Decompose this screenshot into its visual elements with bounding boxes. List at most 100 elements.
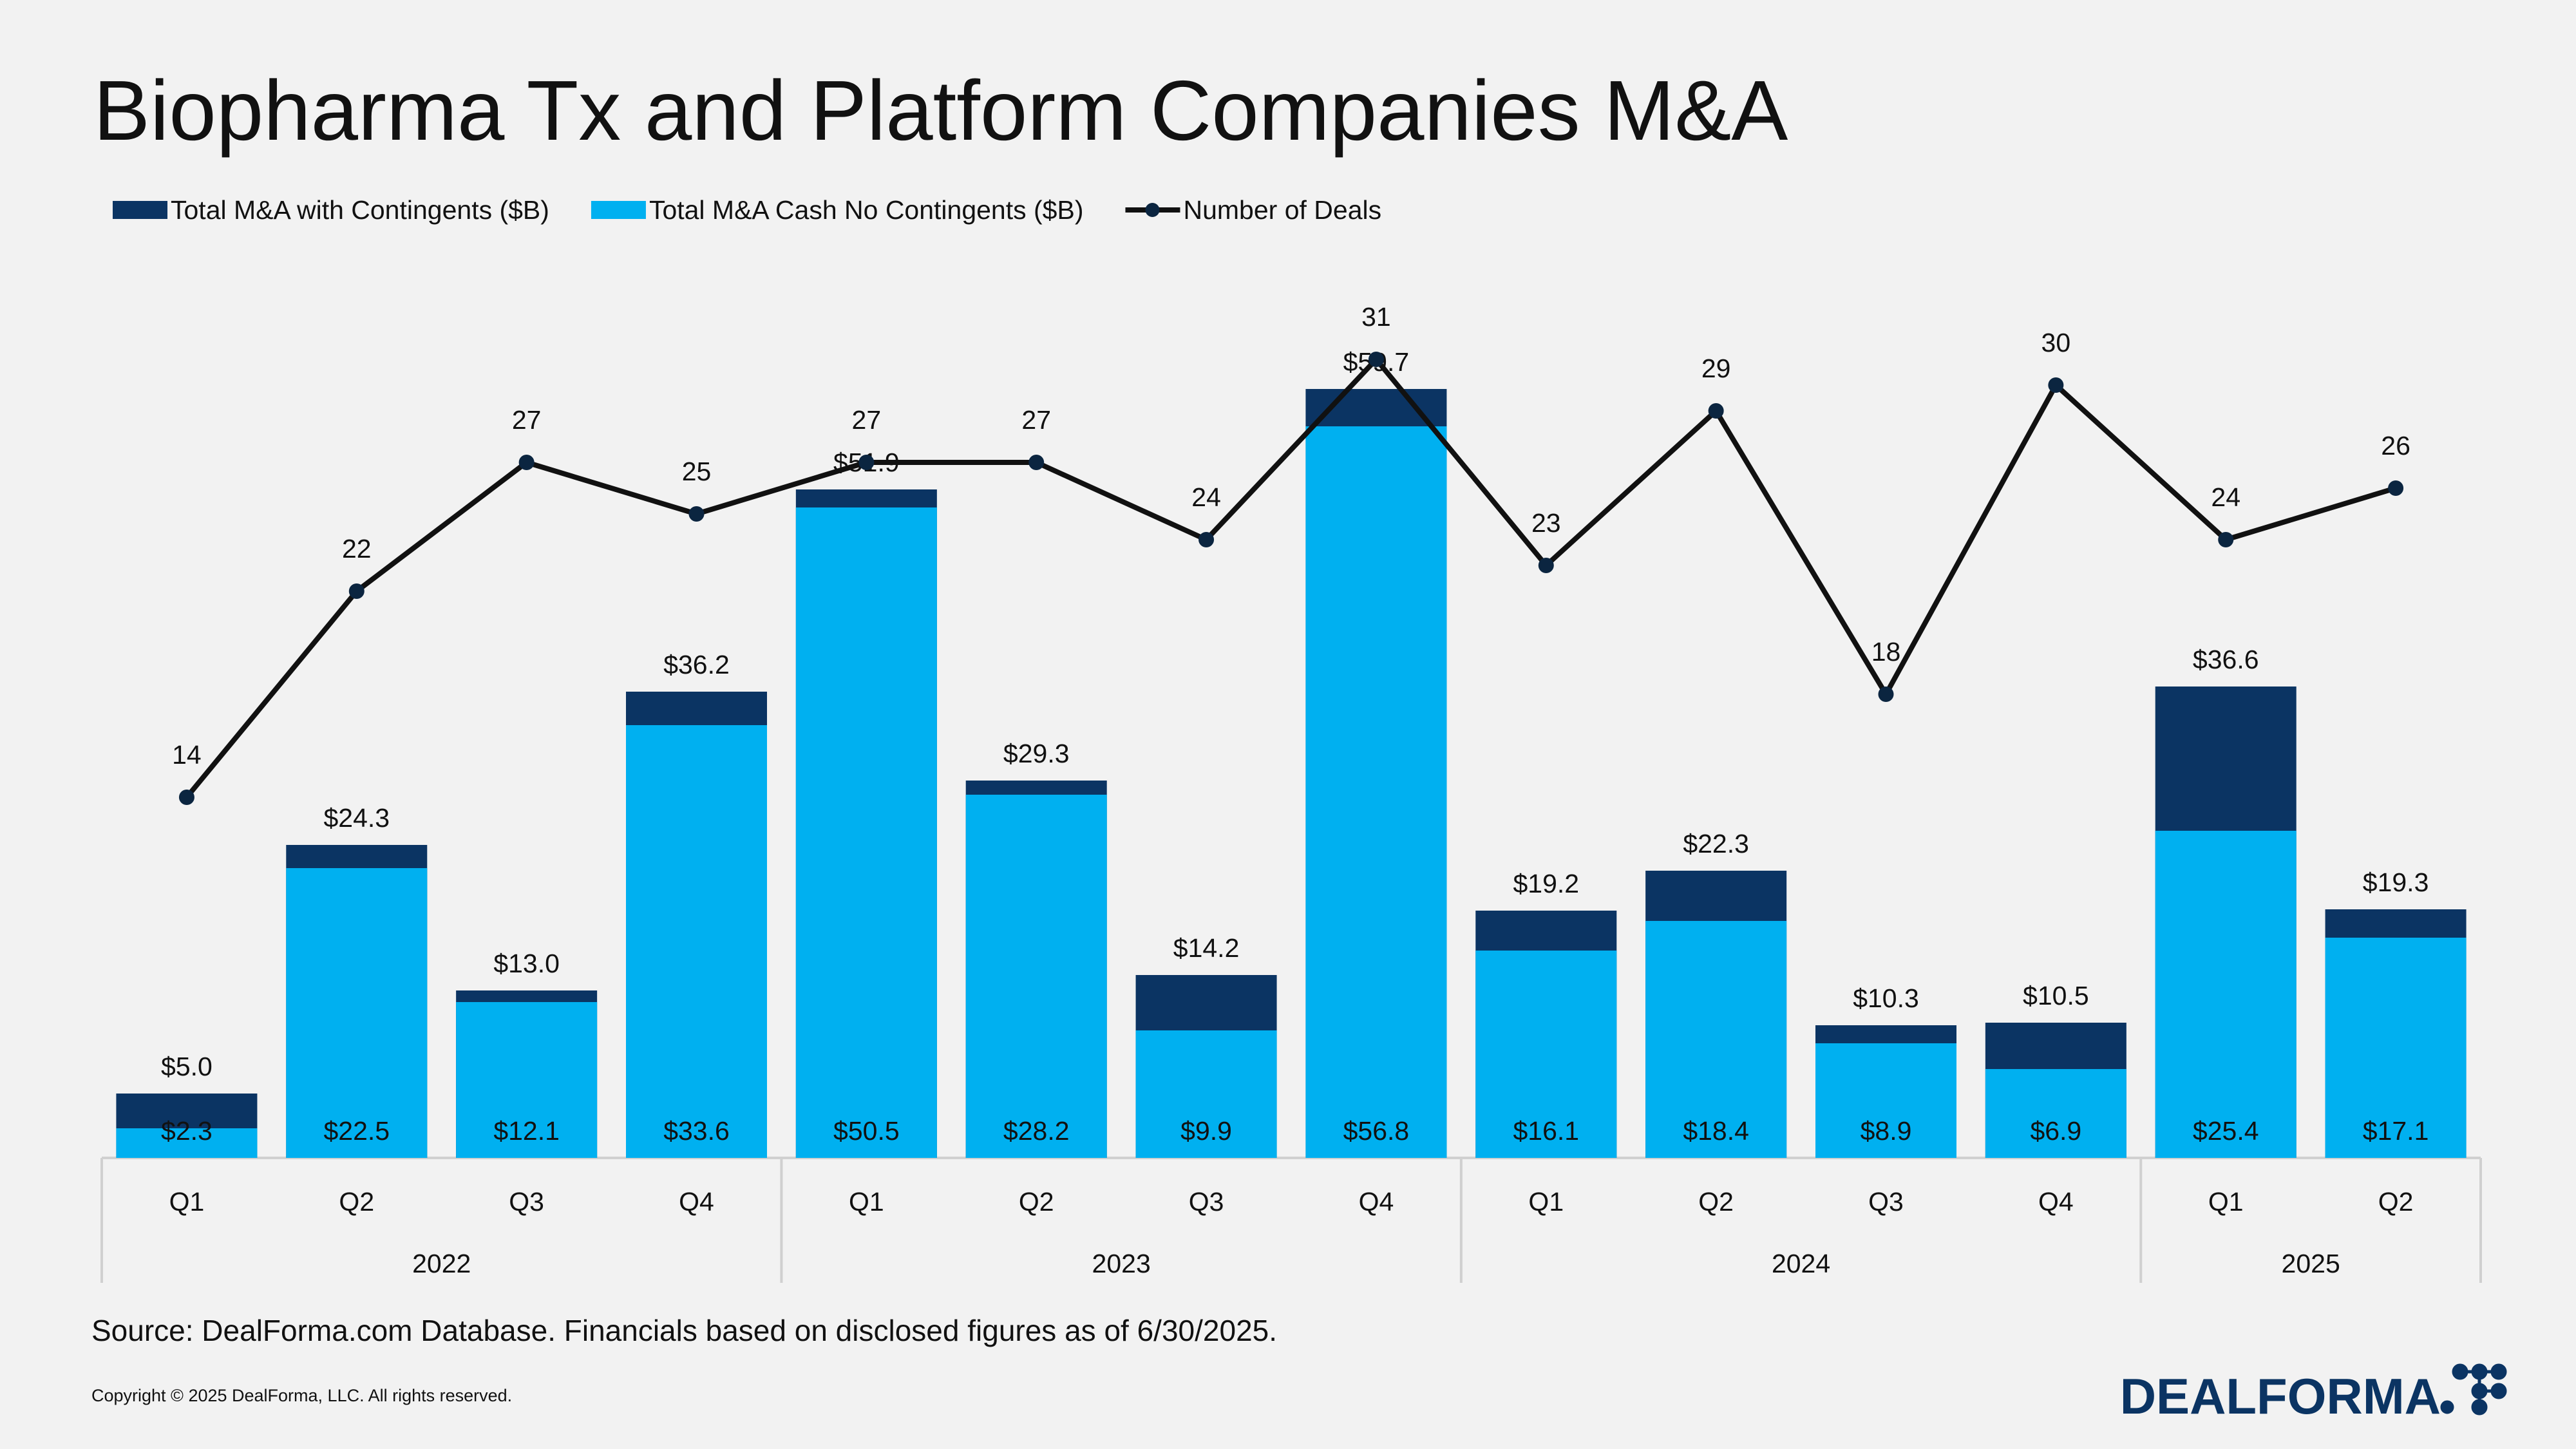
x-tick-label: Q3: [1868, 1187, 1904, 1217]
line: [184, 357, 2397, 799]
x-group-label: 2024: [1772, 1249, 1830, 1278]
legend-label: Total M&A with Contingents ($B): [171, 195, 549, 225]
bar-cash-label: $56.8: [1343, 1116, 1410, 1146]
line-value-label: 27: [852, 405, 882, 435]
x-tick-label: Q1: [169, 1187, 205, 1217]
bar: [286, 868, 428, 1158]
x-tick-label: Q4: [679, 1187, 714, 1217]
bar: [2325, 938, 2467, 1158]
bar-cash-label: $50.5: [833, 1116, 900, 1146]
line-marker: [1368, 352, 1384, 367]
legend-label: Number of Deals: [1183, 195, 1381, 225]
bar-total-label: $22.3: [1683, 829, 1749, 858]
bar-cash-label: $25.4: [2193, 1116, 2259, 1146]
bar-cash-label: $2.3: [161, 1116, 213, 1146]
line-value-label: 22: [342, 534, 372, 564]
bar: [795, 507, 937, 1158]
copyright: Copyright © 2025 DealForma, LLC. All rig…: [91, 1386, 512, 1405]
line-value-label: 23: [1531, 508, 1561, 538]
legend-swatch: [113, 201, 167, 219]
x-tick-label: Q1: [1528, 1187, 1564, 1217]
x-tick-label: Q1: [849, 1187, 884, 1217]
x-tick-label: Q3: [509, 1187, 544, 1217]
bar-total-label: $13.0: [493, 949, 560, 978]
line-value-label: 18: [1871, 637, 1901, 667]
bar-cash-label: $17.1: [2363, 1116, 2429, 1146]
line-value-label: 29: [1701, 354, 1731, 383]
legend-label: Total M&A Cash No Contingents ($B): [649, 195, 1084, 225]
line-marker: [518, 455, 535, 470]
x-group-label: 2023: [1092, 1249, 1151, 1278]
line-value-label: 31: [1361, 302, 1391, 332]
bar-total-label: $36.2: [663, 650, 730, 679]
bar: [965, 795, 1107, 1158]
chart-title: Biopharma Tx and Platform Companies M&A: [93, 63, 1788, 158]
line-value-label: 25: [682, 457, 712, 486]
line-marker: [858, 455, 875, 470]
line-marker: [1708, 403, 1724, 419]
x-tick-label: Q3: [1189, 1187, 1224, 1217]
bar-total-label: $19.2: [1513, 869, 1579, 898]
line-marker: [178, 790, 194, 805]
line-marker: [1878, 687, 1894, 702]
x-tick-label: Q2: [1698, 1187, 1734, 1217]
bar-total-label: $10.5: [2023, 981, 2089, 1010]
x-tick-label: Q4: [1359, 1187, 1394, 1217]
bar: [1815, 1043, 1957, 1158]
line-value-label: 30: [2041, 328, 2071, 357]
line-value-label: 26: [2381, 431, 2410, 460]
bar-total-label: $36.6: [2193, 645, 2259, 674]
bar-cash-label: $28.2: [1003, 1116, 1070, 1146]
bar: [625, 725, 768, 1158]
bar-total-label: $10.3: [1853, 983, 1919, 1013]
bar: [1135, 1030, 1277, 1158]
bar: [1985, 1069, 2126, 1158]
line-marker: [1198, 532, 1215, 547]
line-marker: [1028, 455, 1045, 470]
x-tick-label: Q1: [2208, 1187, 2244, 1217]
logo: DEALFORMA: [2120, 1368, 2441, 1425]
bar-total-label: $24.3: [323, 803, 390, 833]
bar-cash-label: $33.6: [663, 1116, 730, 1146]
bar-total-label: $5.0: [161, 1052, 213, 1081]
line-marker: [1538, 558, 1554, 573]
bar-cash-label: $22.5: [323, 1116, 390, 1146]
line-value-label: 14: [172, 740, 202, 770]
bar-total-label: $14.2: [1173, 933, 1240, 963]
bar: [116, 1128, 258, 1158]
bar: [2155, 831, 2297, 1158]
x-tick-label: Q2: [339, 1187, 374, 1217]
line-value-label: 27: [512, 405, 542, 435]
line-marker: [348, 583, 365, 599]
bar-cash-label: $18.4: [1683, 1116, 1749, 1146]
bar: [1305, 426, 1447, 1158]
bar: [456, 1002, 598, 1158]
source-note: Source: DealForma.com Database. Financia…: [91, 1314, 1277, 1347]
x-group-label: 2022: [412, 1249, 471, 1278]
x-tick-label: Q4: [2038, 1187, 2074, 1217]
bar-cash-label: $6.9: [2030, 1116, 2081, 1146]
bar: [1475, 951, 1617, 1158]
bar-total-label: $29.3: [1003, 739, 1070, 768]
bar-cash-label: $12.1: [493, 1116, 560, 1146]
line-marker: [688, 506, 705, 522]
line-marker: [2048, 377, 2064, 393]
bar-total-label: $19.3: [2363, 867, 2429, 897]
line-value-label: 24: [2211, 482, 2240, 512]
x-tick-label: Q2: [2378, 1187, 2414, 1217]
legend-swatch: [591, 201, 646, 219]
line-value-label: 24: [1191, 482, 1221, 512]
bar-cash-label: $8.9: [1861, 1116, 1912, 1146]
bar: [1645, 921, 1787, 1158]
x-group-label: 2025: [2282, 1249, 2340, 1278]
bar-cash-label: $9.9: [1180, 1116, 1232, 1146]
x-tick-label: Q2: [1019, 1187, 1054, 1217]
legend-marker: [1145, 203, 1160, 217]
line-value-label: 27: [1021, 405, 1051, 435]
logo-icon: [2440, 1363, 2507, 1416]
line-marker: [2388, 480, 2404, 496]
bar-cash-label: $16.1: [1513, 1116, 1579, 1146]
line-marker: [2218, 532, 2234, 547]
